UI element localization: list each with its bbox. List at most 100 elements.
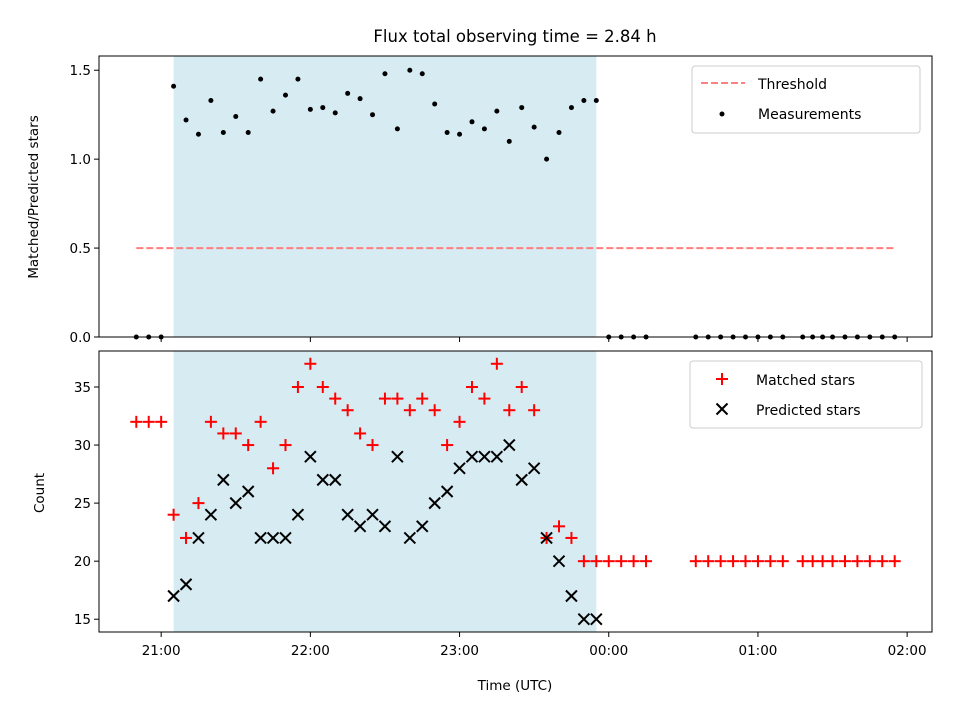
predicted-star-point <box>229 496 242 510</box>
measurement-point <box>220 129 226 135</box>
measurement-point <box>407 67 413 73</box>
matched-star-point <box>142 415 155 428</box>
x-b <box>204 508 218 521</box>
matched-star-point <box>503 404 516 417</box>
legend-measurements-label: Measurements <box>758 107 861 123</box>
x-b <box>329 473 342 487</box>
matched-star-point <box>615 555 628 568</box>
matched-star-point <box>528 404 541 417</box>
predicted-star-point <box>179 578 193 591</box>
predicted-star-point <box>515 473 528 487</box>
measurement-point <box>357 96 363 102</box>
x-b <box>428 496 441 510</box>
bot-y-tick-label: 35 <box>74 380 91 396</box>
x-b <box>478 450 491 463</box>
matched-star-point <box>702 555 715 568</box>
x-tick-label: 22:00 <box>291 643 330 659</box>
predicted-star-point <box>192 531 205 545</box>
matched-star-point <box>354 427 367 440</box>
matched-star-point <box>714 555 727 568</box>
predicted-star-point <box>341 508 354 521</box>
x-b <box>490 450 504 463</box>
bot-y-tick-label: 25 <box>74 496 91 512</box>
matched-star-point <box>888 555 901 568</box>
matched-star-point <box>304 357 317 370</box>
legend-measurements-swatch <box>719 111 725 117</box>
x-tick-label: 23:00 <box>440 643 479 659</box>
measurement-point <box>419 71 425 77</box>
matched-star-point <box>329 392 342 405</box>
predicted-star-point <box>304 450 317 463</box>
measurement-point <box>531 124 537 130</box>
matched-star-point <box>391 392 404 405</box>
matched-star-point <box>490 357 503 370</box>
matched-star-point <box>739 555 752 568</box>
bot-y-tick-label: 30 <box>74 438 91 454</box>
measurement-point <box>307 106 313 112</box>
measurement-point <box>320 105 326 111</box>
measurement-point <box>233 113 239 119</box>
matched-star-point <box>590 555 603 568</box>
matched-star-point <box>826 555 839 568</box>
top-y-tick-label: 0.0 <box>70 330 91 346</box>
measurement-point <box>258 76 264 82</box>
predicted-star-point <box>353 520 367 533</box>
predicted-star-point <box>503 438 516 452</box>
matched-star-point <box>416 392 429 405</box>
x-b <box>503 438 516 452</box>
x-b <box>416 520 429 533</box>
matched-star-point <box>130 415 143 428</box>
x-b <box>453 462 466 475</box>
x-b <box>540 531 553 545</box>
x-b <box>316 473 329 487</box>
measurement-point <box>581 97 587 103</box>
measurement-point <box>444 129 450 135</box>
matched-star-point <box>217 427 230 440</box>
predicted-star-point <box>490 450 504 463</box>
x-b <box>217 473 230 487</box>
predicted-star-point <box>291 508 305 521</box>
measurement-point <box>345 90 351 96</box>
measurement-point <box>593 97 599 103</box>
matched-star-point <box>441 439 454 452</box>
matched-star-point <box>627 555 640 568</box>
legend-matched-label: Matched stars <box>756 373 855 389</box>
measurement-point <box>282 92 288 98</box>
measurement-point <box>469 119 475 125</box>
matched-star-point <box>577 555 590 568</box>
predicted-star-point <box>478 450 491 463</box>
x-b <box>241 485 255 498</box>
measurement-point <box>295 76 301 82</box>
measurement-point <box>208 97 214 103</box>
matched-star-point <box>727 555 740 568</box>
predicted-star-point <box>440 485 454 498</box>
matched-star-point <box>167 508 180 521</box>
x-b <box>465 450 479 463</box>
x-b <box>366 508 379 521</box>
measurement-point <box>370 112 376 118</box>
x-tick-label: 02:00 <box>888 643 927 659</box>
matched-star-point <box>776 555 789 568</box>
bot-y-tick-label: 15 <box>74 612 91 628</box>
measurement-point <box>270 108 276 114</box>
measurement-point <box>556 129 562 135</box>
x-axis-label: Time (UTC) <box>477 678 553 694</box>
matched-star-point <box>515 380 528 393</box>
x-b <box>552 554 566 568</box>
measurement-point <box>394 126 400 132</box>
matched-star-point <box>279 439 292 452</box>
x-b <box>353 520 367 533</box>
legend-threshold-label: Threshold <box>757 77 827 93</box>
predicted-star-point <box>416 520 429 533</box>
x-b <box>179 578 193 591</box>
matched-star-point <box>465 380 478 393</box>
matched-star-point <box>316 380 329 393</box>
predicted-star-point <box>378 520 392 533</box>
matched-star-point <box>565 531 578 544</box>
measurement-point <box>171 83 177 89</box>
predicted-star-point <box>465 450 479 463</box>
legend-x-b <box>715 402 729 416</box>
bottom-panel: 15 20 25 30 35 21:00 22:00 23:00 00:00 01:00 02:0… <box>32 350 933 694</box>
x-b <box>391 450 404 463</box>
matched-star-point <box>851 555 864 568</box>
